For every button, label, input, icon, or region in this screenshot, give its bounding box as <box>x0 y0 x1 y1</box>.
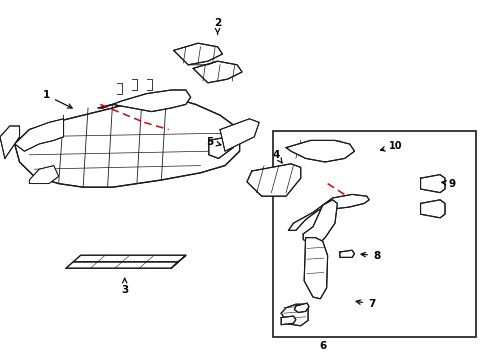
Polygon shape <box>281 316 295 325</box>
Polygon shape <box>288 205 325 230</box>
Text: 8: 8 <box>360 251 379 261</box>
Text: 6: 6 <box>319 341 325 351</box>
Polygon shape <box>98 90 190 112</box>
Text: 2: 2 <box>214 18 221 34</box>
Text: 7: 7 <box>355 299 375 309</box>
Polygon shape <box>66 262 178 268</box>
Polygon shape <box>303 200 337 245</box>
Polygon shape <box>193 61 242 83</box>
Polygon shape <box>304 238 327 299</box>
Polygon shape <box>339 250 354 257</box>
Polygon shape <box>246 164 300 196</box>
Polygon shape <box>15 119 63 151</box>
Bar <box>272 131 475 337</box>
Polygon shape <box>285 140 354 162</box>
Text: 9: 9 <box>441 179 455 189</box>
Polygon shape <box>208 137 233 158</box>
Polygon shape <box>15 97 239 187</box>
Polygon shape <box>0 126 20 158</box>
Polygon shape <box>420 200 444 218</box>
Polygon shape <box>171 255 185 268</box>
Text: 5: 5 <box>206 137 221 147</box>
Polygon shape <box>420 175 444 193</box>
Polygon shape <box>220 119 259 151</box>
Text: 3: 3 <box>121 278 128 295</box>
Polygon shape <box>294 303 308 312</box>
Polygon shape <box>173 43 222 65</box>
Text: 4: 4 <box>272 150 282 163</box>
Text: 1: 1 <box>43 90 72 108</box>
Polygon shape <box>281 304 307 326</box>
Polygon shape <box>29 166 59 184</box>
Text: 10: 10 <box>380 141 402 151</box>
Polygon shape <box>73 255 185 262</box>
Polygon shape <box>322 194 368 209</box>
